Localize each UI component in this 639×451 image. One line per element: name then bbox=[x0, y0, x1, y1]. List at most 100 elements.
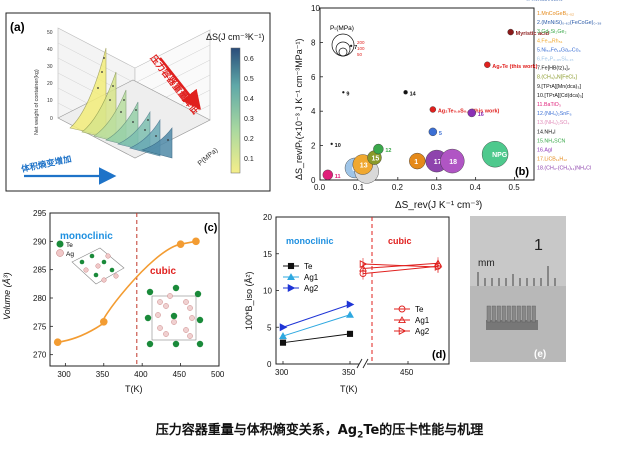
panel-c-x-ticks: 300 350 400 450 500 bbox=[57, 363, 225, 379]
d-ytick-label: 15 bbox=[263, 250, 272, 259]
b-xtick-label: 0.1 bbox=[353, 183, 365, 192]
legend-entry: 12.(NH₄)₂SnF₆ bbox=[537, 111, 572, 117]
legend-entry: 2.(MnNiSi)₀.₆₂(FeCoGe)₀.₃₈ bbox=[537, 20, 601, 26]
svg-text:0.3: 0.3 bbox=[244, 116, 254, 123]
legend-entry: 13.(NH₄)₂SO₄ bbox=[537, 120, 570, 126]
panel-d-y-axis-title: 100*B_iso (Å²) bbox=[244, 271, 254, 330]
legend-entry: 15.NH₄SCN bbox=[537, 138, 566, 144]
legend-entry: 1.MnCoGeB₀.₀₂ bbox=[537, 11, 574, 17]
legend-te-marker bbox=[56, 240, 64, 248]
d-marker-circle-open bbox=[398, 305, 406, 313]
svg-text:40: 40 bbox=[47, 47, 53, 53]
volume-point bbox=[192, 237, 200, 246]
svg-text:0.6: 0.6 bbox=[244, 56, 254, 63]
caption-main: 压力容器重量与体积熵变关系，Ag bbox=[155, 423, 358, 438]
caption-subscript: 2 bbox=[357, 430, 364, 441]
svg-text:0: 0 bbox=[50, 116, 53, 122]
scatter-label-18: 13 bbox=[360, 163, 368, 170]
c-ytick-label: 270 bbox=[33, 351, 47, 360]
svg-text:50: 50 bbox=[47, 30, 53, 36]
b-xtick-label: 0.5 bbox=[509, 183, 521, 192]
panel-a-z-ticks: 0 10 20 30 40 50 bbox=[47, 30, 53, 122]
d-marker-triangle-right-open bbox=[434, 263, 443, 271]
legend-ag-marker bbox=[56, 249, 64, 257]
legend-entry: 14.NH₄I bbox=[537, 129, 556, 135]
svg-text:20: 20 bbox=[47, 81, 53, 87]
panel-d-phase-left: monoclinic bbox=[286, 236, 334, 246]
scatter-point-13 bbox=[481, 140, 509, 168]
c-xtick-label: 400 bbox=[134, 370, 148, 379]
legend-entry: 3.Gd₅Si₂Ge₂ bbox=[537, 29, 567, 35]
panel-e: mm 1 (e) bbox=[470, 216, 566, 362]
d-series-line-te bbox=[362, 265, 439, 275]
scatter-label-12: 18 bbox=[449, 159, 457, 166]
c-xtick-label: 500 bbox=[211, 370, 225, 379]
c-ytick-label: 285 bbox=[33, 266, 47, 275]
scatter-label-2: Myristic acid bbox=[516, 31, 549, 37]
d-legend-label: Ag1 bbox=[304, 273, 319, 282]
panel-c-legend: Te Ag bbox=[56, 240, 74, 258]
panel-c-y-axis-title: Volume (Å³) bbox=[2, 272, 12, 320]
panel-c-phase-right: cubic bbox=[150, 266, 177, 277]
size-legend-200: 200 bbox=[357, 40, 365, 45]
d-series-line-ag2 bbox=[282, 303, 351, 328]
d-legend-label: Ag2 bbox=[415, 327, 430, 336]
b-xtick-label: 0.4 bbox=[470, 183, 482, 192]
scatter-label-1: n-hexadecane bbox=[526, 0, 563, 3]
cubic-crystal-image bbox=[144, 284, 204, 348]
d-marker-triangle-right bbox=[346, 300, 355, 309]
d-xtick-label: 350 bbox=[342, 368, 356, 377]
d-series-line-te bbox=[282, 333, 351, 344]
size-legend-50: 50 bbox=[357, 52, 363, 57]
panel-a: (a) bbox=[5, 12, 271, 192]
panel-d-x-axis-title: T(K) bbox=[340, 384, 358, 394]
size-legend-circle-small bbox=[338, 47, 348, 57]
scatter-label-20: 12 bbox=[385, 148, 391, 154]
panel-a-surfaces bbox=[69, 47, 173, 159]
panel-b-label: (b) bbox=[515, 166, 529, 178]
c-xtick-label: 300 bbox=[57, 370, 71, 379]
surface-dots bbox=[97, 57, 169, 141]
d-series-line-ag2 bbox=[362, 263, 439, 268]
panel-b: (b) ΔS_rev/Pₜ(×10⁻³ J K⁻¹ cm⁻³MPa⁻¹) ΔS_… bbox=[294, 0, 601, 211]
red-arrow bbox=[159, 57, 201, 110]
scatter-point-12 bbox=[440, 148, 465, 174]
legend-entry: 6.Fe₂P₀.₈₅Si₀.₁₅ bbox=[537, 57, 574, 63]
b-xtick-label: 0.2 bbox=[392, 183, 404, 192]
d-marker-triangle-up-open bbox=[359, 264, 367, 272]
panel-c-label: (c) bbox=[204, 222, 218, 234]
volume-point bbox=[99, 318, 108, 326]
b-ytick-label: 8 bbox=[311, 38, 316, 47]
panel-e-label: (e) bbox=[534, 349, 546, 360]
b-xtick-label: 0.3 bbox=[431, 183, 443, 192]
svg-text:10: 10 bbox=[47, 98, 53, 104]
scatter-label-3: Ag₂Te (this work) bbox=[492, 64, 537, 70]
scatter-point-10 bbox=[428, 127, 438, 137]
scatter-label-13: NPG bbox=[492, 152, 508, 159]
d-marker-triangle-up bbox=[279, 332, 287, 340]
c-ytick-label: 295 bbox=[33, 209, 47, 218]
panel-e-ruler bbox=[470, 216, 566, 286]
panel-c-series bbox=[53, 213, 200, 366]
panel-b-y-ticks: 0 2 4 6 8 10 bbox=[311, 4, 323, 185]
c-xtick-label: 450 bbox=[173, 370, 187, 379]
legend-te-label: Te bbox=[66, 242, 73, 249]
panel-a-z-axis-title: Net weight of container(kg) bbox=[34, 69, 40, 135]
b-ytick-label: 10 bbox=[311, 4, 320, 13]
c-ytick-label: 290 bbox=[33, 237, 47, 246]
d-legend-label: Te bbox=[415, 305, 424, 314]
d-ytick-label: 0 bbox=[267, 360, 272, 369]
scatter-point-2 bbox=[507, 28, 514, 36]
ruler-number: 1 bbox=[534, 237, 543, 254]
scatter-point-3 bbox=[484, 61, 491, 68]
sample-comb bbox=[486, 305, 538, 330]
panel-d-y-ticks: 0 5 10 15 20 bbox=[263, 213, 279, 369]
panel-c-plot-frame bbox=[49, 212, 220, 367]
d-legend-label: Ag2 bbox=[304, 284, 319, 293]
monoclinic-crystal-image bbox=[71, 247, 125, 285]
size-legend-title: Pₜ(MPa) bbox=[330, 25, 354, 32]
b-ytick-label: 6 bbox=[311, 73, 316, 82]
b-ytick-label: 2 bbox=[311, 142, 316, 151]
scatter-point-8 bbox=[403, 90, 408, 95]
scatter-point-5 bbox=[342, 91, 345, 94]
